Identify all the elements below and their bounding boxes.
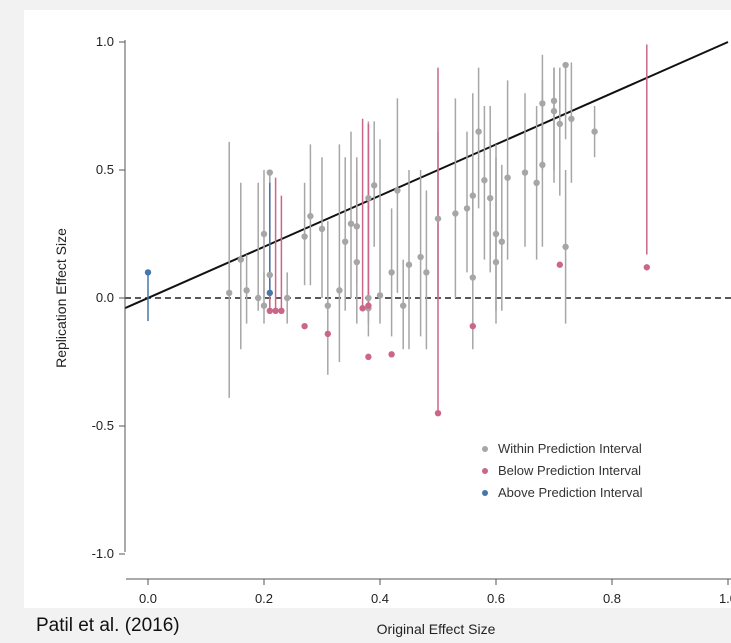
data-point <box>475 128 482 135</box>
data-point <box>452 210 459 217</box>
data-point <box>434 410 442 417</box>
legend-label: Below Prediction Interval <box>498 463 641 478</box>
data-point <box>144 269 152 276</box>
data-point <box>266 289 273 297</box>
data-point <box>307 212 314 220</box>
data-point <box>272 307 279 314</box>
x-tick-label: 0.4 <box>371 591 389 606</box>
data-point <box>469 274 476 281</box>
ticks: 1.0 0.5 0.0 -0.5 -1.0 0.0 0.2 0.4 0.6 0.8 1.0 <box>92 34 731 606</box>
data-point <box>260 230 268 238</box>
data-point <box>504 174 511 181</box>
data-point <box>568 115 575 123</box>
data-point <box>423 269 430 276</box>
data-point <box>226 289 233 297</box>
data-point <box>539 161 546 169</box>
data-point <box>376 292 384 299</box>
data-point <box>533 179 540 186</box>
data-point <box>556 120 563 128</box>
data-point <box>353 258 360 266</box>
data-point <box>365 294 372 302</box>
data-point <box>318 225 326 233</box>
data-point <box>417 253 424 261</box>
data-points <box>144 61 650 417</box>
data-point <box>487 194 494 202</box>
legend-label: Within Prediction Interval <box>498 441 642 456</box>
data-point <box>266 307 273 314</box>
data-point <box>463 205 471 212</box>
y-tick-label: -1.0 <box>92 546 114 561</box>
data-point <box>243 287 250 294</box>
data-point <box>336 287 343 294</box>
data-point <box>365 194 372 202</box>
data-point <box>521 169 529 176</box>
data-point <box>550 97 558 105</box>
legend-marker <box>482 446 488 452</box>
legend-marker <box>482 468 488 474</box>
data-point <box>342 238 349 245</box>
data-point <box>643 264 650 271</box>
data-point <box>492 258 500 266</box>
data-point <box>469 322 476 330</box>
y-tick-label: 0.5 <box>96 162 114 177</box>
data-point <box>301 322 308 330</box>
data-point <box>388 269 395 276</box>
y-axis-title: Replication Effect Size <box>53 228 69 368</box>
data-point <box>434 215 442 222</box>
x-tick-label: 1.0 <box>719 591 731 606</box>
identity-reference-line <box>124 41 729 310</box>
data-point <box>371 182 378 189</box>
data-point <box>266 169 273 176</box>
x-tick-label: 0.6 <box>487 591 505 606</box>
x-tick-label: 0.2 <box>255 591 273 606</box>
data-point <box>359 305 366 312</box>
plot-background <box>24 10 731 608</box>
legend: Within Prediction Interval Below Predicti… <box>482 441 643 500</box>
data-point <box>347 220 355 227</box>
data-point <box>550 107 558 115</box>
y-tick-label: -0.5 <box>92 418 114 433</box>
data-point <box>284 294 291 302</box>
legend-marker <box>482 490 488 496</box>
data-point <box>388 351 395 358</box>
data-point <box>591 128 598 135</box>
x-tick-label: 0.8 <box>603 591 621 606</box>
data-point <box>562 61 569 69</box>
data-point <box>260 302 268 309</box>
data-point <box>562 243 569 250</box>
data-point <box>324 330 331 338</box>
data-point <box>539 100 546 107</box>
y-tick-label: 1.0 <box>96 34 114 49</box>
data-point <box>405 261 413 268</box>
data-point <box>481 177 488 184</box>
data-point <box>278 307 285 314</box>
data-point <box>237 256 244 263</box>
y-tick-label: 0.0 <box>96 290 114 305</box>
data-point <box>365 302 372 309</box>
data-point <box>301 233 308 240</box>
axes <box>124 40 731 580</box>
data-point <box>324 302 331 309</box>
legend-label: Above Prediction Interval <box>498 485 643 500</box>
data-point <box>255 294 262 302</box>
data-point <box>394 187 401 194</box>
data-point <box>492 230 500 238</box>
x-tick-label: 0.0 <box>139 591 157 606</box>
data-point <box>365 353 372 361</box>
data-point <box>400 302 407 309</box>
data-point <box>266 271 273 279</box>
data-point <box>469 192 476 199</box>
data-point <box>556 261 563 268</box>
reference-lines <box>124 41 731 310</box>
x-axis-title: Original Effect Size <box>377 621 496 637</box>
caption: Patil et al. (2016) <box>36 615 180 636</box>
data-point <box>498 238 505 245</box>
data-point <box>353 223 360 230</box>
